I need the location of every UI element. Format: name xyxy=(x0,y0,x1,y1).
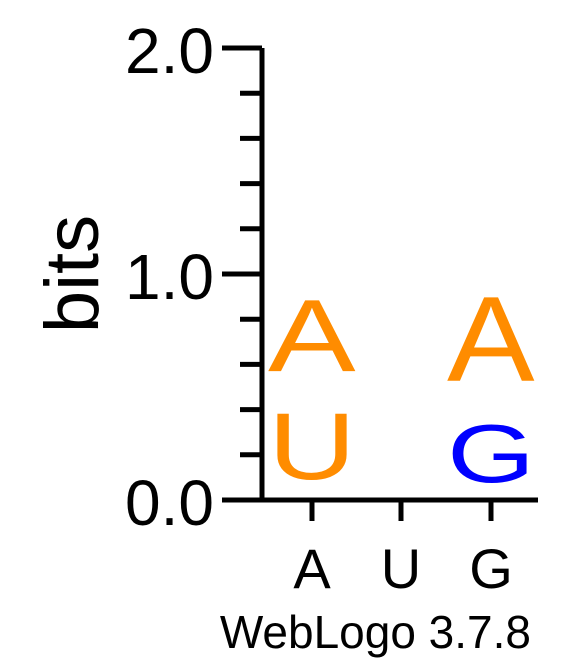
y-tick-label: 2.0 xyxy=(125,15,214,87)
weblogo-footer: WebLogo 3.7.8 xyxy=(220,606,531,658)
x-tick-label: U xyxy=(381,537,421,600)
logo-letter-a: A xyxy=(447,271,535,406)
y-tick-label: 0.0 xyxy=(125,467,214,539)
y-ticks: 0.0 1.0 2.0 xyxy=(125,15,262,539)
y-tick-label: 1.0 xyxy=(125,241,214,313)
logo-letter-g: G xyxy=(447,407,535,500)
x-tick-label: G xyxy=(469,537,513,600)
logo-letter-u: U xyxy=(268,394,356,500)
logo-letter-a: A xyxy=(268,279,356,394)
y-axis-label: bits xyxy=(30,215,115,333)
x-tick-label: A xyxy=(293,537,331,600)
